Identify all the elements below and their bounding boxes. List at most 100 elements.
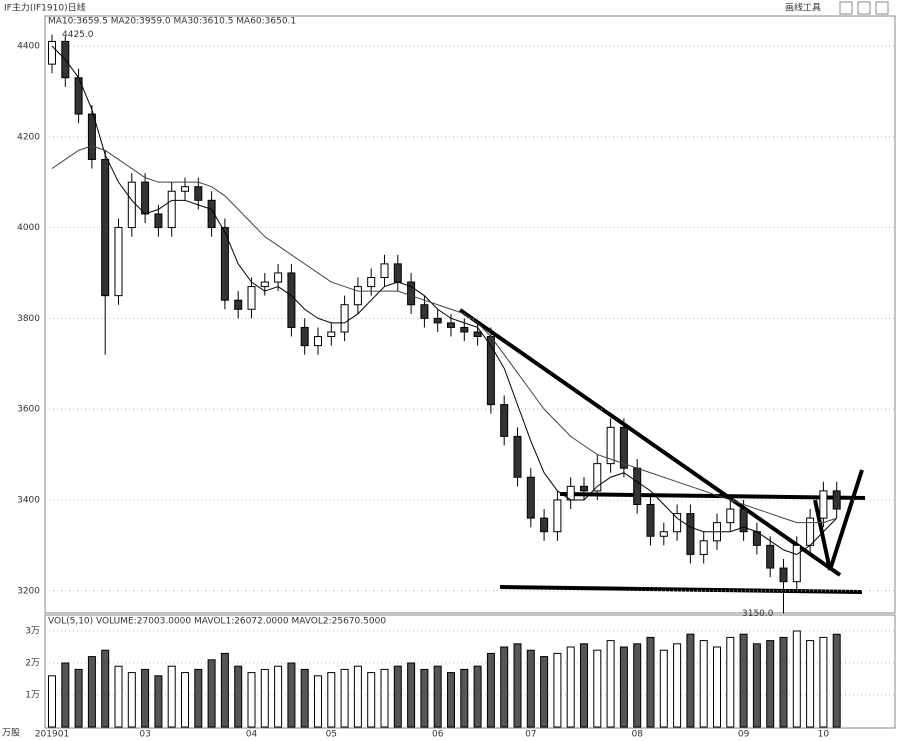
candle-body xyxy=(659,531,668,537)
candle-body xyxy=(580,485,588,492)
volume-bar xyxy=(819,636,828,728)
candle-body xyxy=(327,331,336,338)
arrow xyxy=(813,499,832,571)
volume-bar xyxy=(154,675,163,728)
volume-bar xyxy=(260,668,269,728)
x-tick-label: 03 xyxy=(139,730,150,740)
high-annotation: 4425.0 xyxy=(62,30,94,40)
volume-bar xyxy=(353,665,362,728)
x-tick-label: 08 xyxy=(631,730,643,740)
volume-tick-label: 3万 xyxy=(25,627,40,637)
toolbar-button[interactable]: 画线工具 xyxy=(785,2,821,14)
volume-bar xyxy=(380,668,389,728)
candle-body xyxy=(500,404,509,437)
volume-bar xyxy=(580,643,588,728)
y-tick-label: 3400 xyxy=(17,495,40,505)
volume-bar xyxy=(553,652,562,728)
volume-bar xyxy=(486,652,495,728)
candle-body xyxy=(766,544,775,569)
x-tick-label: 201901 xyxy=(35,730,69,740)
volume-bar xyxy=(500,646,509,728)
candle-body xyxy=(181,186,189,192)
volume-bar xyxy=(713,646,721,728)
y-tick-label: 4200 xyxy=(17,132,40,142)
volume-panel xyxy=(44,614,896,729)
candle-body xyxy=(87,113,96,160)
window-button[interactable] xyxy=(839,1,853,15)
volume-bar xyxy=(739,633,748,728)
candle-body xyxy=(792,544,801,583)
volume-bar xyxy=(101,649,110,728)
candle-body xyxy=(48,40,56,65)
y-tick-label: 4000 xyxy=(17,223,40,233)
volume-bar xyxy=(792,630,801,728)
volume-bar xyxy=(48,675,56,728)
candle-body xyxy=(646,503,655,537)
volume-bar xyxy=(686,633,695,728)
window-button[interactable] xyxy=(875,1,889,15)
low-annotation: 3150.0 xyxy=(742,609,774,619)
price-panel xyxy=(44,15,896,614)
candle-body xyxy=(367,276,376,288)
volume-bar xyxy=(207,659,216,728)
volume-bar xyxy=(633,643,642,728)
candle-body xyxy=(606,426,615,465)
volume-bar xyxy=(659,649,668,728)
candle-body xyxy=(779,567,788,583)
candle-body xyxy=(260,281,269,288)
candle-body xyxy=(380,263,389,278)
candle-body xyxy=(101,158,110,297)
volume-bar xyxy=(606,640,615,728)
candle-body xyxy=(220,227,229,301)
volume-bar xyxy=(420,668,429,728)
volume-bar xyxy=(433,665,442,728)
candle-body xyxy=(393,263,402,283)
candle-body xyxy=(726,508,735,524)
volume-bar xyxy=(167,665,176,728)
candle-body xyxy=(699,540,708,555)
candle-body xyxy=(127,181,136,229)
candle-body xyxy=(739,508,748,533)
volume-bar xyxy=(593,649,602,728)
volume-bar xyxy=(752,643,761,728)
candle-body xyxy=(447,322,455,328)
chart-title: IF主力(IF1910)日线 xyxy=(4,2,86,14)
candle-body xyxy=(353,286,362,306)
candle-body xyxy=(486,336,495,406)
volume-bar xyxy=(234,665,243,728)
x-tick-label: 06 xyxy=(432,730,444,740)
volume-bar xyxy=(646,636,655,728)
volume-bar xyxy=(447,672,455,728)
volume-bar xyxy=(194,668,203,728)
arrow xyxy=(828,469,864,571)
candle-body xyxy=(154,213,163,229)
candle-body xyxy=(433,317,442,324)
volume-bar xyxy=(327,672,336,728)
candle-body xyxy=(300,326,309,347)
volume-bar xyxy=(779,636,788,728)
candle-body xyxy=(513,435,522,478)
window-button[interactable] xyxy=(857,1,871,15)
volume-bar xyxy=(87,656,96,728)
x-tick-label: 04 xyxy=(246,730,258,740)
candle-body xyxy=(247,286,256,310)
volume-bar xyxy=(407,662,416,728)
volume-bar xyxy=(766,640,775,728)
candle-body xyxy=(167,190,176,229)
candle-body xyxy=(832,490,841,510)
volume-bar xyxy=(673,643,682,728)
volume-bar xyxy=(220,652,229,728)
volume-bar xyxy=(181,672,189,728)
volume-bar xyxy=(513,643,522,728)
arrow xyxy=(559,492,866,500)
candle-body xyxy=(141,181,150,215)
candle-body xyxy=(314,336,322,347)
candle-body xyxy=(274,272,283,283)
y-tick-label: 3800 xyxy=(17,314,40,324)
candle-body xyxy=(673,513,682,533)
x-tick-label: 10 xyxy=(818,730,830,740)
candle-body xyxy=(234,299,243,310)
volume-bar xyxy=(540,656,549,728)
